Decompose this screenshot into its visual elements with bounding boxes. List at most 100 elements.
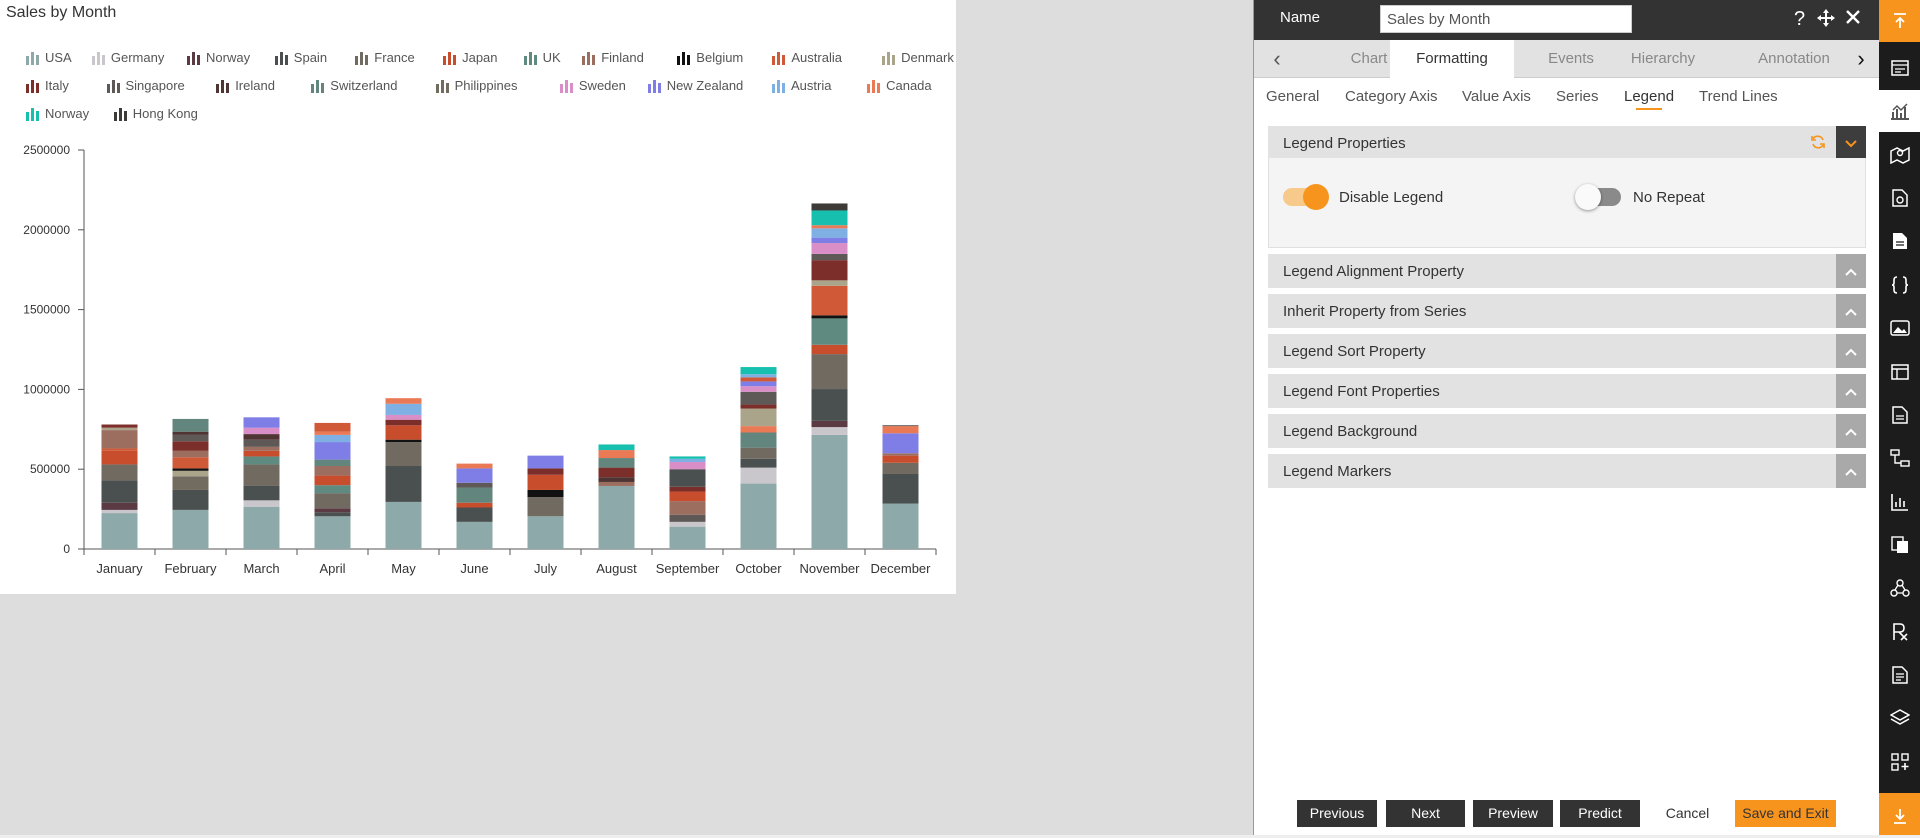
- properties-icon[interactable]: [1879, 47, 1920, 89]
- legend-item[interactable]: Japan: [443, 50, 498, 65]
- layers-icon[interactable]: [1879, 697, 1920, 739]
- legend-properties-header[interactable]: Legend Properties: [1268, 126, 1866, 160]
- chevron-up-icon[interactable]: [1836, 334, 1866, 368]
- section-legend-font[interactable]: Legend Font Properties: [1268, 374, 1866, 408]
- legend-item[interactable]: Switzerland: [311, 78, 398, 93]
- legend-item[interactable]: USA: [26, 50, 72, 65]
- legend-item[interactable]: Finland: [582, 50, 644, 65]
- legend-item[interactable]: Italy: [26, 78, 69, 93]
- legend-label: Japan: [462, 50, 498, 65]
- legend-item[interactable]: Norway: [26, 106, 89, 121]
- toggle-knob[interactable]: [1303, 184, 1329, 210]
- chevron-up-icon[interactable]: [1836, 414, 1866, 448]
- save-and-exit-button[interactable]: Save and Exit: [1735, 800, 1836, 827]
- copy-icon[interactable]: [1879, 524, 1920, 566]
- section-legend-markers[interactable]: Legend Markers: [1268, 454, 1866, 488]
- map-icon[interactable]: [1879, 134, 1920, 176]
- subtab-series[interactable]: Series: [1556, 88, 1599, 105]
- legend-item[interactable]: France: [355, 50, 415, 65]
- move-icon[interactable]: [1816, 8, 1836, 33]
- predict-button[interactable]: Predict: [1560, 800, 1640, 827]
- legend-item[interactable]: Canada: [867, 78, 932, 93]
- chevron-up-icon[interactable]: [1836, 454, 1866, 488]
- bar-segment: [811, 318, 848, 345]
- tab-formatting[interactable]: Formatting: [1390, 40, 1514, 78]
- next-button[interactable]: Next: [1386, 800, 1465, 827]
- legend-item[interactable]: Denmark: [882, 50, 954, 65]
- summary-icon[interactable]: [1879, 654, 1920, 696]
- legend-label: New Zealand: [666, 78, 744, 93]
- tab-annotation[interactable]: Annotation: [1758, 50, 1830, 67]
- subtab-legend[interactable]: Legend: [1624, 88, 1675, 110]
- close-icon[interactable]: [1844, 8, 1862, 31]
- legend-item[interactable]: Ireland: [216, 78, 275, 93]
- legend-item[interactable]: Australia: [772, 50, 842, 65]
- subtab-trend-lines[interactable]: Trend Lines: [1699, 88, 1778, 105]
- legend-item[interactable]: Hong Kong: [113, 106, 198, 121]
- bar-segment: [527, 516, 564, 549]
- disable-legend-toggle[interactable]: Disable Legend: [1283, 184, 1443, 210]
- image-icon[interactable]: [1879, 307, 1920, 349]
- legend-item[interactable]: Philippines: [435, 78, 517, 93]
- subtab-value-axis[interactable]: Value Axis: [1462, 88, 1531, 105]
- legend-item[interactable]: Germany: [91, 50, 164, 65]
- chart-icon[interactable]: [1879, 90, 1920, 132]
- section-inherit-property[interactable]: Inherit Property from Series: [1268, 294, 1866, 328]
- previous-button[interactable]: Previous: [1297, 800, 1377, 827]
- tab-scroll-left-icon[interactable]: ‹: [1273, 46, 1281, 71]
- preview-button[interactable]: Preview: [1473, 800, 1553, 827]
- tab-scroll-right-icon[interactable]: ›: [1857, 46, 1865, 71]
- chevron-down-icon[interactable]: [1836, 126, 1866, 160]
- bar-segment: [314, 508, 351, 513]
- network-icon[interactable]: [1879, 567, 1920, 609]
- add-widget-icon[interactable]: [1879, 741, 1920, 783]
- collapse-up-icon[interactable]: [1879, 0, 1920, 42]
- bar-segment: [811, 344, 848, 355]
- bar-segment: [101, 430, 138, 449]
- rx-icon[interactable]: [1879, 611, 1920, 653]
- chevron-up-icon[interactable]: [1836, 254, 1866, 288]
- legend-item[interactable]: UK: [523, 50, 561, 65]
- toggle-knob[interactable]: [1575, 184, 1601, 210]
- hierarchy-icon[interactable]: [1879, 437, 1920, 479]
- toggle-track[interactable]: [1575, 184, 1621, 210]
- tab-events[interactable]: Events: [1548, 50, 1594, 67]
- bar-segment: [101, 513, 138, 549]
- legend-item[interactable]: Norway: [187, 50, 250, 65]
- toggle-track[interactable]: [1283, 184, 1329, 210]
- braces-icon[interactable]: [1879, 264, 1920, 306]
- tab-hierarchy[interactable]: Hierarchy: [1630, 50, 1696, 67]
- subtab-category-axis[interactable]: Category Axis: [1345, 88, 1438, 105]
- section-legend-sort[interactable]: Legend Sort Property: [1268, 334, 1866, 368]
- chevron-up-icon[interactable]: [1836, 374, 1866, 408]
- legend-marker-icon: [882, 51, 896, 65]
- section-title: Legend Font Properties: [1283, 383, 1440, 400]
- bar-segment: [314, 466, 351, 476]
- legend-item[interactable]: Singapore: [106, 78, 185, 93]
- legend-item[interactable]: Spain: [274, 50, 327, 65]
- legend-item[interactable]: Austria: [772, 78, 831, 93]
- no-repeat-toggle[interactable]: No Repeat: [1575, 184, 1705, 210]
- tab-chart[interactable]: Chart: [1350, 50, 1388, 67]
- table-icon[interactable]: [1879, 351, 1920, 393]
- legend-item[interactable]: New Zealand: [647, 78, 744, 93]
- help-icon[interactable]: ?: [1794, 8, 1806, 30]
- legend-item[interactable]: Sweden: [559, 78, 626, 93]
- bar-segment: [385, 419, 422, 426]
- bar-segment: [243, 456, 280, 465]
- cancel-button[interactable]: Cancel: [1648, 800, 1727, 827]
- section-legend-alignment[interactable]: Legend Alignment Property: [1268, 254, 1866, 288]
- document-icon[interactable]: [1879, 220, 1920, 262]
- bar-segment: [243, 446, 280, 451]
- section-legend-background[interactable]: Legend Background: [1268, 414, 1866, 448]
- chevron-up-icon[interactable]: [1836, 294, 1866, 328]
- subtab-general[interactable]: General: [1266, 88, 1320, 105]
- legend-item[interactable]: Belgium: [677, 50, 743, 65]
- download-icon[interactable]: [1879, 793, 1920, 838]
- report-icon[interactable]: [1879, 177, 1920, 219]
- name-input[interactable]: [1380, 5, 1632, 33]
- bar-segment: [598, 444, 635, 451]
- mini-chart-icon[interactable]: [1879, 481, 1920, 523]
- page-icon[interactable]: [1879, 394, 1920, 436]
- refresh-icon[interactable]: [1810, 134, 1826, 154]
